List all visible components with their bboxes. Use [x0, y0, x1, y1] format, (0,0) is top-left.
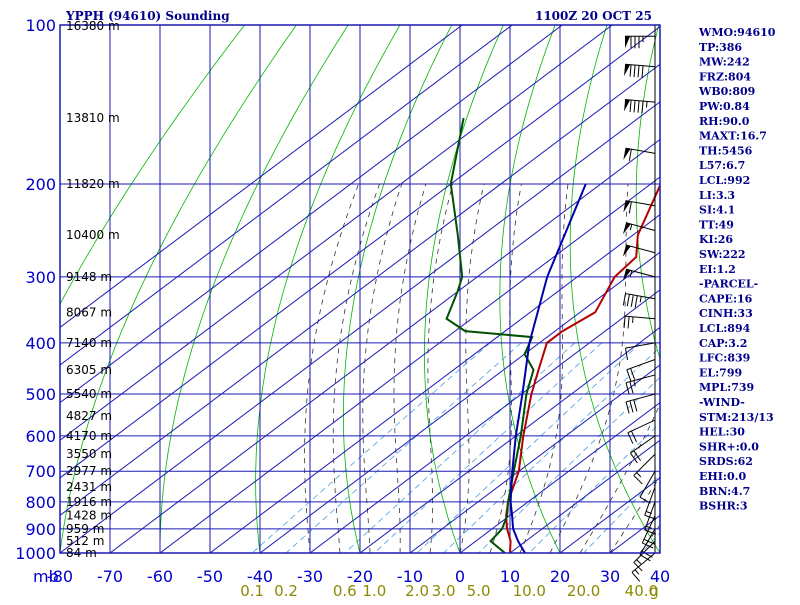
mixing-ratio-label: 20.0 [567, 582, 600, 600]
index-line: MAXT:16.7 [699, 130, 767, 143]
height-label: 2431 m [66, 480, 112, 494]
mixing-ratio-label: 1.0 [362, 582, 386, 600]
index-line: L57:6.7 [699, 159, 745, 172]
height-label: 9148 m [66, 270, 112, 284]
pressure-tick-label: 500 [25, 385, 56, 404]
height-label: 1916 m [66, 495, 112, 509]
height-label: 4170 m [66, 429, 112, 443]
height-label: 7140 m [66, 336, 112, 350]
barb-half [635, 570, 639, 575]
index-line: SI:4.1 [699, 204, 735, 217]
dry-adiabat-line [757, 25, 800, 553]
chart-title: YPPH (94610) Sounding [65, 9, 230, 23]
height-label: 11820 m [66, 177, 120, 191]
index-line: MW:242 [699, 56, 750, 69]
index-line: -WIND- [699, 396, 745, 409]
mixing-ratio-label: 0.2 [274, 582, 298, 600]
temperature-tick-label: -50 [197, 567, 223, 586]
mixing-ratio-label: 2.0 [405, 582, 429, 600]
index-line: CAPE:16 [699, 292, 753, 305]
height-label: 13810 m [66, 111, 120, 125]
mixing-ratio-unit: g [649, 582, 659, 600]
index-line: PW:0.84 [699, 100, 750, 113]
temperature-tick-label: 30 [600, 567, 620, 586]
pressure-tick-label: 400 [25, 334, 56, 353]
chart-time: 1100Z 20 OCT 25 [535, 9, 652, 23]
index-line: SHR+:0.0 [699, 440, 759, 453]
pressure-tick-label: 1000 [15, 544, 56, 563]
height-label: 3550 m [66, 447, 112, 461]
index-line: BRN:4.7 [699, 485, 750, 498]
pressure-tick-label: 700 [25, 462, 56, 481]
index-line: WMO:94610 [698, 26, 776, 39]
barb-half [637, 560, 641, 564]
index-line: FRZ:804 [699, 70, 751, 83]
index-line: SW:222 [699, 248, 746, 261]
mixing-ratio-label: 10.0 [513, 582, 546, 600]
temperature-tick-label: -80 [47, 567, 73, 586]
height-label: 6305 m [66, 363, 112, 377]
index-line: LCL:894 [699, 322, 751, 335]
temperature-tick-label: 0 [455, 567, 465, 586]
index-line: TP:386 [699, 41, 742, 54]
index-line: BSHR:3 [699, 500, 748, 513]
height-label: 1428 m [66, 509, 112, 523]
pressure-tick-label: 600 [25, 427, 56, 446]
height-label: 8067 m [66, 305, 112, 319]
temperature-tick-label: -70 [97, 567, 123, 586]
height-label: 4827 m [66, 409, 112, 423]
temperature-tick-label: -30 [297, 567, 323, 586]
index-line: CAP:3.2 [699, 337, 747, 350]
mixing-ratio-label: 3.0 [432, 582, 456, 600]
mixing-ratio-label: 5.0 [467, 582, 491, 600]
index-line: EI:1.2 [699, 263, 736, 276]
index-line: -PARCEL- [699, 278, 758, 291]
index-line: KI:26 [699, 233, 733, 246]
height-label: 5540 m [66, 387, 112, 401]
index-line: STM:213/13 [699, 411, 774, 424]
temperature-tick-label: -60 [147, 567, 173, 586]
mixing-ratio-label: 0.6 [333, 582, 357, 600]
index-line: LFC:839 [699, 352, 750, 365]
barb-half [633, 317, 634, 323]
index-line: EHI:0.0 [699, 470, 746, 483]
index-line: RH:90.0 [699, 115, 750, 128]
index-line: WB0:809 [698, 85, 755, 98]
pressure-tick-label: 800 [25, 493, 56, 512]
index-line: TT:49 [699, 218, 734, 231]
mixing-ratio-label: 0.1 [240, 582, 264, 600]
index-line: SRDS:62 [699, 455, 753, 468]
barb-half [647, 101, 648, 107]
index-line: LI:3.3 [699, 189, 735, 202]
pressure-tick-label: 300 [25, 268, 56, 287]
index-line: TH:5456 [699, 144, 753, 157]
index-line: HEL:30 [699, 426, 745, 439]
index-line: EL:799 [699, 366, 742, 379]
pressure-tick-label: 100 [25, 16, 56, 35]
height-label: 84 m [66, 546, 97, 560]
index-line: MPL:739 [699, 381, 754, 394]
height-label: 10400 m [66, 228, 120, 242]
index-line: CINH:33 [699, 307, 753, 320]
index-line: LCL:992 [699, 174, 750, 187]
height-label: 2977 m [66, 464, 112, 478]
pressure-tick-label: 900 [25, 520, 56, 539]
pressure-tick-label: 200 [25, 175, 56, 194]
